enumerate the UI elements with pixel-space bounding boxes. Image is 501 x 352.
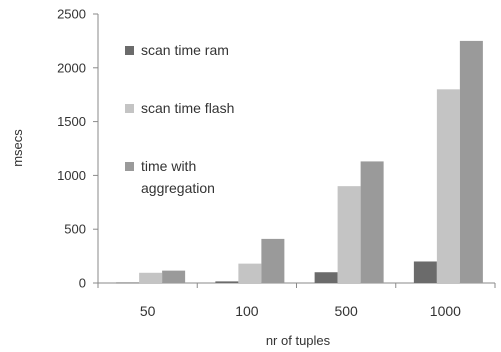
legend-label: scan time ram [141, 42, 229, 58]
y-tick-label: 500 [64, 222, 86, 237]
bar-scan-time-ram-50 [116, 282, 140, 284]
legend-swatch [125, 46, 134, 55]
y-tick-label: 1000 [57, 168, 86, 183]
bar-scan-time-flash-500 [337, 186, 361, 283]
legend: scan time ram scan time flash time with agg… [125, 42, 234, 196]
bar-scan-time-ram-100 [215, 281, 239, 283]
bars [116, 40, 483, 284]
legend-label: time with [141, 158, 196, 174]
legend-label: scan time flash [141, 100, 234, 116]
x-axis-ticks: 50 100 500 1000 [97, 283, 496, 319]
legend-swatch [125, 162, 134, 171]
x-tick-label: 1000 [430, 303, 461, 319]
bar-time-with-aggregation-1000 [459, 40, 483, 284]
y-tick-label: 2000 [57, 60, 86, 75]
bar-time-with-aggregation-50 [162, 270, 186, 283]
bar-scan-time-ram-500 [314, 272, 338, 283]
x-tick-label: 100 [235, 303, 259, 319]
bar-scan-time-flash-50 [139, 272, 163, 283]
x-tick-label: 50 [140, 303, 156, 319]
y-tick-label: 0 [79, 276, 86, 291]
x-tick-label: 500 [334, 303, 358, 319]
y-axis-ticks: 0 500 1000 1500 2000 2500 [57, 7, 98, 291]
y-tick-label: 1500 [57, 114, 86, 129]
legend-swatch [125, 104, 134, 113]
legend-label: aggregation [141, 180, 215, 196]
y-tick-label: 2500 [57, 7, 86, 22]
bar-scan-time-flash-100 [238, 263, 262, 283]
y-axis-title: msecs [10, 129, 25, 167]
x-axis-title: nr of tuples [266, 333, 331, 348]
bar-time-with-aggregation-100 [261, 238, 285, 283]
bar-scan-time-flash-1000 [436, 89, 460, 283]
bar-scan-time-ram-1000 [413, 261, 437, 283]
bar-time-with-aggregation-500 [360, 161, 384, 283]
